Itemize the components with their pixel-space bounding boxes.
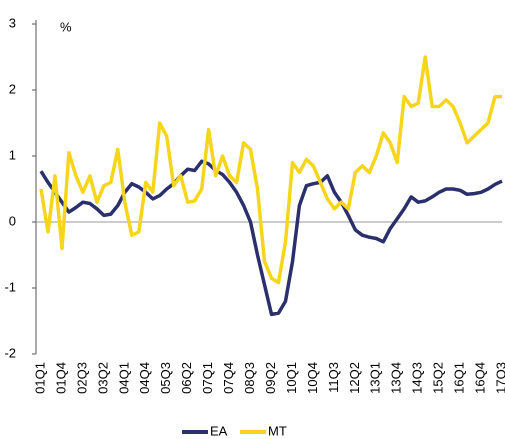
y-tick-label: 1 [9, 147, 16, 162]
x-tick-label: 03Q2 [95, 362, 110, 394]
x-tick-label: 10Q1 [284, 362, 299, 394]
y-tick-label: -2 [4, 345, 16, 360]
x-tick-label: 13Q1 [368, 362, 383, 394]
x-tick-label: 05Q3 [158, 362, 173, 394]
legend-label: MT [268, 423, 287, 438]
y-tick-label: 3 [9, 15, 16, 30]
x-tick-label: 16Q4 [472, 362, 487, 394]
x-tick-label: 01Q4 [53, 362, 68, 394]
y-axis-label: % [60, 19, 72, 34]
y-tick-label: -1 [4, 279, 16, 294]
x-tick-label: 13Q4 [389, 362, 404, 394]
x-tick-label: 17Q3 [493, 362, 505, 394]
y-tick-label: 0 [9, 213, 16, 228]
x-tick-label: 04Q1 [116, 362, 131, 394]
x-tick-label: 06Q2 [179, 362, 194, 394]
series-line [39, 159, 503, 317]
x-tick-label: 02Q3 [74, 362, 89, 394]
y-tick-label: 2 [9, 81, 16, 96]
x-tick-label: 07Q1 [200, 362, 215, 394]
x-tick-label: 07Q4 [221, 362, 236, 394]
x-tick-label: 15Q2 [431, 362, 446, 394]
series-line [39, 55, 502, 285]
x-tick-label: 16Q1 [452, 362, 467, 394]
x-tick-label: 14Q3 [410, 362, 425, 394]
legend-label: EA [210, 423, 228, 438]
x-tick-label: 08Q3 [242, 362, 257, 394]
x-tick-label: 09Q2 [263, 362, 278, 394]
x-tick-label: 04Q4 [137, 362, 152, 394]
x-tick-label: 10Q4 [305, 362, 320, 394]
x-tick-label: 11Q3 [326, 362, 341, 393]
x-tick-label: 12Q2 [347, 362, 362, 394]
x-tick-label: 01Q1 [32, 362, 47, 394]
